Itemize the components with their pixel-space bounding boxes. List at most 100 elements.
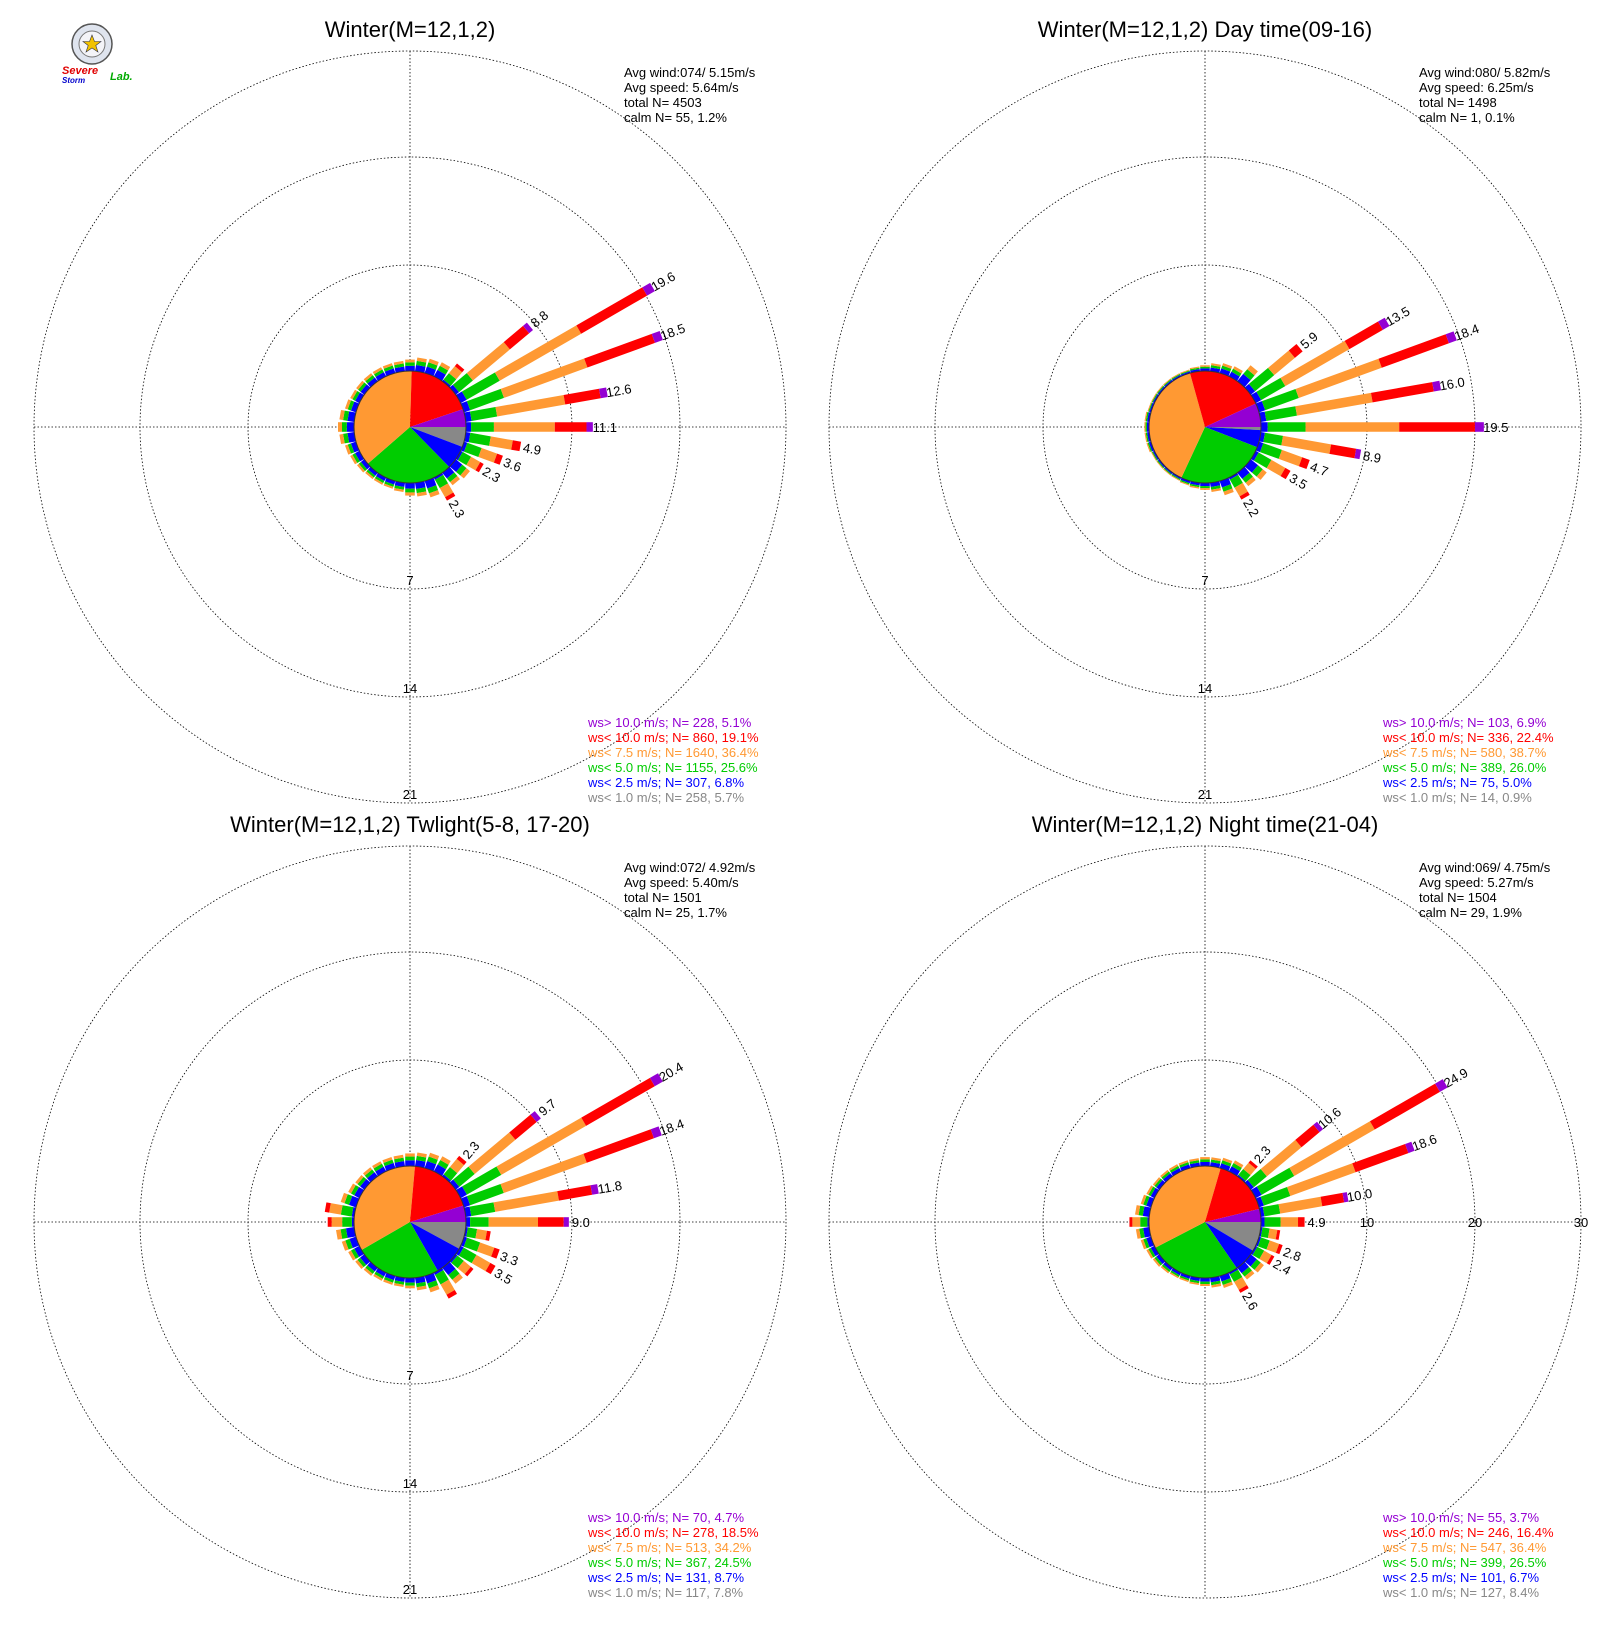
petal-segment	[439, 483, 454, 498]
petal-segment	[1210, 1280, 1221, 1286]
petal-segment	[1190, 481, 1201, 486]
petal-segment	[429, 1285, 440, 1293]
petal-segment	[416, 1285, 427, 1291]
petal-segment	[493, 1191, 559, 1212]
petal-segment	[1281, 435, 1332, 454]
petal-segment	[442, 1261, 456, 1276]
petal-dir-270	[327, 1217, 354, 1227]
petal-segment	[511, 440, 522, 452]
petal-segment	[469, 407, 498, 422]
petal-segment	[394, 1160, 406, 1168]
petal-segment	[466, 456, 481, 471]
petal-segment	[1163, 1173, 1173, 1183]
petal-segment	[354, 1245, 364, 1257]
petal-dir-0	[1200, 1157, 1210, 1166]
petal-segment	[446, 472, 458, 483]
petal-dir-350	[1189, 366, 1201, 373]
petal-label: 11.8	[597, 1178, 624, 1197]
petal-segment	[1163, 467, 1172, 475]
petal-segment	[1189, 1276, 1201, 1282]
petal-dir-280	[339, 409, 356, 423]
petal-dir-230	[1156, 459, 1166, 469]
petal-dir-20	[1219, 363, 1233, 377]
petal-segment	[1189, 483, 1200, 488]
petal-segment	[428, 1152, 440, 1160]
petal-segment	[1145, 432, 1149, 443]
petal-segment	[1150, 1187, 1159, 1199]
petal-segment	[1228, 1166, 1240, 1176]
petal-segment	[336, 1229, 343, 1240]
petal-dir-0	[1200, 365, 1210, 371]
petal-segment	[327, 1217, 332, 1227]
speed-pie	[353, 370, 467, 484]
petal-dir-30	[433, 1156, 451, 1176]
petal-segment	[429, 490, 440, 498]
petal-segment	[452, 1273, 463, 1284]
stats-line: total N= 1504	[1419, 890, 1497, 905]
petal-segment	[1163, 1261, 1173, 1271]
petal-segment	[1244, 1270, 1255, 1280]
petal-segment	[1211, 1157, 1221, 1162]
petal-dir-0	[405, 1153, 415, 1166]
petal-dir-210	[1171, 473, 1182, 481]
petal-segment	[346, 422, 354, 432]
petal-dir-270	[1129, 1217, 1149, 1227]
petal-segment	[1257, 1237, 1270, 1250]
petal-dir-100	[1259, 431, 1362, 460]
petal-segment	[1180, 1272, 1191, 1279]
petal-segment	[1210, 485, 1221, 490]
pie-slice	[353, 1166, 415, 1250]
petal-segment	[1143, 1195, 1150, 1206]
petal-segment	[1148, 1247, 1156, 1258]
petal-segment	[1171, 474, 1181, 481]
petal-segment	[375, 1166, 387, 1176]
petal-dir-220	[365, 466, 378, 480]
petal-segment	[576, 287, 648, 334]
petal-dir-190	[1189, 1276, 1201, 1285]
stats-line: Avg wind:072/ 4.92m/s	[624, 860, 756, 875]
petal-segment	[590, 1184, 599, 1195]
pie-slice	[1149, 1166, 1221, 1248]
petal-dir-330	[1171, 373, 1182, 381]
petal-segment	[1146, 422, 1149, 432]
petal-segment	[1242, 472, 1253, 483]
petal-segment	[1295, 392, 1373, 416]
petal-segment	[350, 389, 358, 400]
petal-segment	[393, 1154, 404, 1160]
petal-segment	[350, 1185, 360, 1196]
petal-segment	[1262, 1204, 1281, 1217]
petal-segment	[367, 1172, 378, 1183]
petal-segment	[1298, 457, 1310, 470]
petal-segment	[1264, 1217, 1281, 1227]
petal-segment	[1260, 443, 1282, 459]
petal-dir-180	[1200, 483, 1210, 490]
petal-segment	[1180, 371, 1191, 377]
petal-segment	[384, 1162, 396, 1172]
petal-segment	[414, 1276, 426, 1284]
petal-label: 2.3	[446, 497, 468, 520]
petal-label: 20.4	[656, 1059, 685, 1085]
petal-segment	[1313, 1121, 1324, 1133]
petal-dir-260	[1135, 1226, 1151, 1239]
petal-segment	[1222, 363, 1233, 369]
petal-segment	[1146, 442, 1151, 453]
petal-dir-90	[466, 422, 593, 432]
petal-segment	[470, 1217, 489, 1227]
petal-segment	[1223, 488, 1234, 496]
petal-segment	[488, 1217, 538, 1227]
petal-dir-190	[1189, 481, 1201, 489]
petal-segment	[451, 1255, 464, 1269]
pie-slice	[410, 1222, 466, 1249]
petal-segment	[1245, 476, 1256, 487]
petal-dir-30	[1228, 366, 1243, 381]
petal-segment	[1445, 331, 1457, 344]
petal-segment	[383, 483, 394, 489]
petal-segment	[1129, 1217, 1133, 1227]
petal-dir-320	[363, 373, 378, 388]
petal-dir-140	[442, 1261, 463, 1284]
petal-label: 5.9	[1297, 329, 1320, 352]
petal-dir-220	[1163, 466, 1173, 476]
pie-slice	[1149, 373, 1205, 478]
petal-segment	[1189, 1281, 1200, 1285]
petal-dir-50	[1244, 343, 1303, 395]
